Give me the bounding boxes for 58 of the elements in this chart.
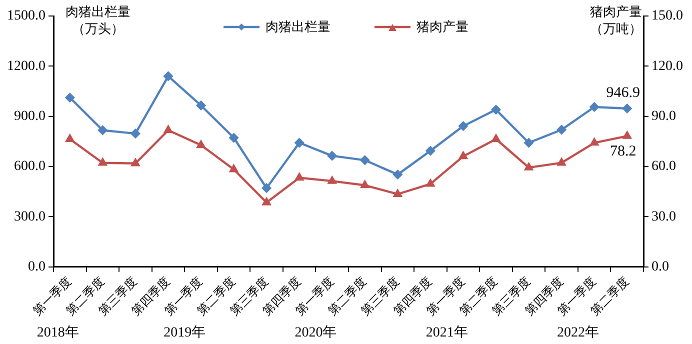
point [328, 151, 337, 160]
text: 2019年 [164, 324, 206, 341]
point [557, 158, 566, 166]
y2-tick-label: 30.0 [652, 209, 676, 224]
y-tick-label: 0.0 [28, 260, 46, 275]
point [164, 72, 173, 81]
point [622, 131, 632, 139]
point [459, 152, 468, 160]
legend-label: 猪肉产量 [416, 19, 468, 36]
point [98, 158, 107, 166]
point [66, 134, 74, 142]
y2-tick-label: 150.0 [652, 8, 683, 24]
point [556, 125, 566, 134]
point [130, 128, 140, 138]
point [524, 138, 534, 148]
point [458, 121, 468, 131]
text: 2021年 [426, 324, 468, 341]
point [131, 158, 140, 166]
point [230, 164, 238, 172]
point [491, 105, 501, 114]
text: 2020年 [294, 324, 337, 341]
y-tick-label: 1500.0 [7, 8, 46, 24]
point [164, 126, 172, 134]
point [65, 93, 74, 102]
point [196, 140, 206, 148]
point [229, 133, 238, 142]
text: 2022年 [556, 324, 599, 341]
point [262, 198, 271, 206]
point [622, 104, 632, 114]
legend-label: 肉猪出栏量 [266, 19, 330, 36]
y2-tick-label: 90.0 [652, 109, 676, 124]
point [360, 180, 370, 188]
point [426, 179, 435, 187]
data-label: 946.9 [606, 84, 640, 101]
point [196, 100, 206, 110]
text: 2018年 [36, 324, 79, 341]
point [492, 134, 500, 142]
point [524, 162, 533, 170]
point [262, 184, 272, 193]
y2-tick-label: 0.0 [652, 260, 669, 275]
point [98, 126, 108, 135]
point [360, 156, 370, 165]
y-tick-label: 900.0 [14, 109, 46, 124]
y-tick-label: 1200.0 [7, 58, 46, 74]
point [590, 102, 599, 112]
y2-axis-title: 猪肉产量（万吨） [590, 5, 642, 37]
y-tick-label: 600.0 [14, 159, 46, 174]
point [590, 138, 598, 146]
y-axis-title: 肉猪出栏量（万头） [64, 4, 132, 38]
point [294, 138, 304, 148]
point [295, 173, 304, 181]
y2-tick-label: 60.0 [652, 159, 676, 174]
point [393, 170, 402, 180]
data-label: 78.2 [610, 144, 636, 160]
y2-tick-label: 120.0 [652, 58, 683, 74]
y-tick-label: 300.0 [14, 209, 46, 224]
point [426, 146, 436, 156]
point [328, 176, 336, 184]
